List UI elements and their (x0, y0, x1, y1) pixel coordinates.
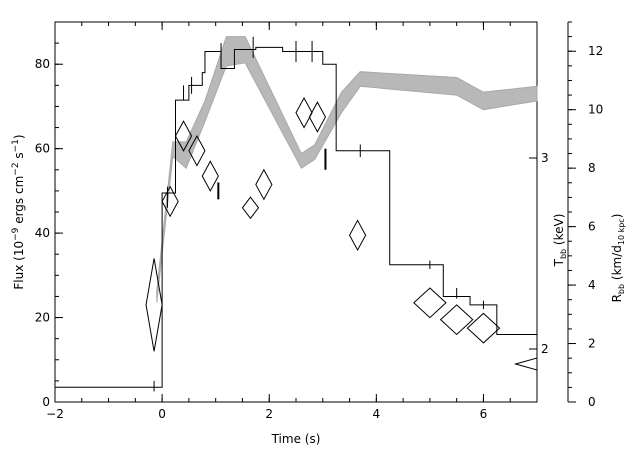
radius-tick-label-6: 12 (588, 44, 603, 58)
temperature-point-9 (348, 219, 367, 252)
radius-tick-label-1: 2 (588, 337, 596, 351)
y-axis-label: Flux (10−9 ergs cm−2 s−1) (11, 134, 26, 289)
radius-label-mid: (km/d (610, 245, 624, 284)
x-tick-label-0: −2 (46, 407, 64, 421)
y-label-exp1: −9 (11, 227, 21, 241)
temperature-point-7 (295, 96, 313, 129)
temperature-axis-label: Tbb (keV) (552, 214, 568, 268)
temperature-point-0 (145, 258, 163, 352)
y-label-mid2: s (12, 152, 26, 162)
radius-label-sub2: 10 kpc (617, 218, 626, 245)
y-label-end: ) (12, 134, 26, 139)
temperature-point-5 (241, 196, 260, 220)
temperature-point-8 (308, 101, 327, 133)
radius-tick-label-4: 8 (588, 161, 596, 175)
y-tick-label-2: 40 (35, 226, 50, 240)
temperature-point-6 (255, 168, 273, 201)
y-label-exp2: −2 (11, 162, 21, 175)
y-tick-label-0: 0 (42, 395, 50, 409)
x-tick-label-3: 4 (373, 407, 381, 421)
temp-tick-label-1: 3 (541, 151, 549, 165)
x-tick-label-1: 0 (158, 407, 166, 421)
radius-label-sub: bb (617, 284, 626, 294)
temp-label-main: T (552, 258, 566, 267)
flux-histogram-line (55, 46, 537, 388)
radius-label-main: R (610, 294, 624, 302)
temperature-point-1 (161, 185, 179, 218)
radius-tick-label-0: 0 (588, 395, 596, 409)
y-label-exp3: −1 (11, 139, 21, 152)
radius-tick-label-5: 10 (588, 103, 603, 117)
radius-band-area (156, 36, 538, 303)
radius-tick-label-2: 4 (588, 278, 596, 292)
radius-tick-label-3: 6 (588, 220, 596, 234)
temperature-point-11 (439, 304, 474, 336)
radius-band (156, 36, 538, 303)
radius-axis-label: Rbb (km/d10 kpc) (610, 214, 626, 303)
plot-frame (54, 21, 538, 403)
temperature-point-2 (174, 120, 193, 152)
temp-label-end: (keV) (552, 214, 566, 249)
y-tick-label-1: 20 (35, 311, 50, 325)
y-tick-label-4: 80 (35, 57, 50, 71)
temp-tick-label-0: 2 (541, 342, 549, 356)
y-label-main: Flux (10 (12, 241, 26, 290)
temperature-limit-marker (513, 357, 538, 371)
x-tick-label-4: 6 (480, 407, 488, 421)
temperature-point-10 (413, 287, 447, 319)
y-label-mid: ergs cm (12, 176, 26, 228)
y-tick-label-3: 60 (35, 142, 50, 156)
flux-histogram (55, 36, 537, 392)
temperature-point-4 (201, 160, 219, 192)
x-tick-label-2: 2 (265, 407, 273, 421)
temperature-point-3 (188, 134, 206, 167)
x-axis-label: Time (s) (271, 432, 321, 446)
temperature-point-12 (466, 312, 501, 344)
temperature-diamonds (145, 96, 538, 371)
radius-label-end: ) (610, 214, 624, 219)
temp-label-sub: bb (559, 249, 568, 259)
